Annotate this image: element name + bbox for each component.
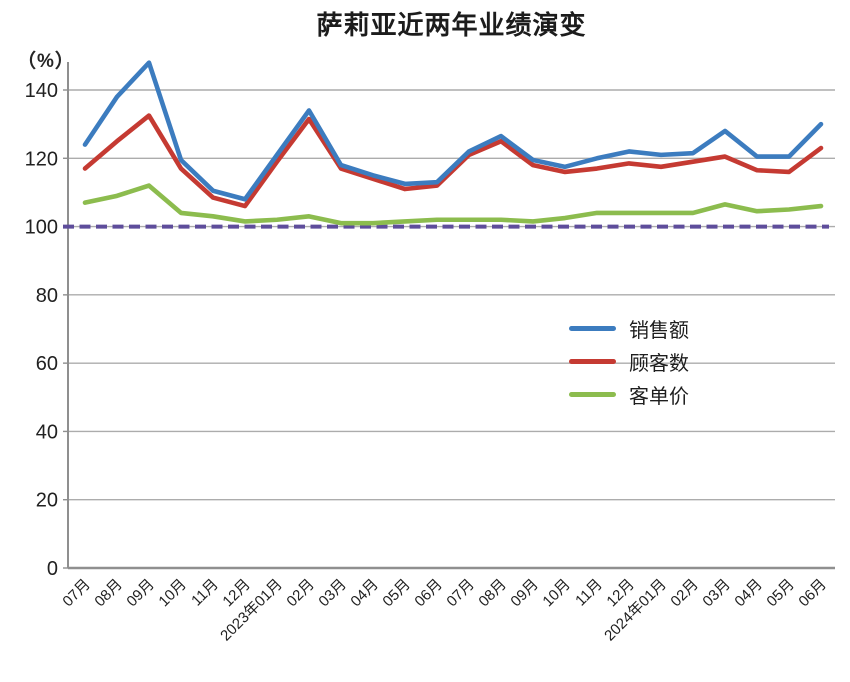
customers-line-swatch (569, 359, 616, 364)
y-tick-label: 20 (36, 490, 58, 512)
legend-label-avg-ticket: 客单价 (629, 386, 689, 408)
x-tick-label: 07月 (59, 576, 93, 610)
chart-title: 萨莉亚近两年业绩演变 (316, 10, 587, 40)
x-tick-label: 02月 (283, 576, 317, 610)
x-tick-label: 04月 (347, 576, 381, 610)
x-tick-label: 05月 (763, 576, 797, 610)
avg-ticket-line-swatch (569, 392, 616, 397)
x-tick-label: 07月 (443, 576, 477, 610)
y-tick-label: 140 (25, 80, 58, 102)
x-tick-label: 10月 (155, 576, 189, 610)
x-tick-label: 06月 (411, 576, 445, 610)
x-tick-label: 09月 (123, 576, 157, 610)
legend-item-sales: 销售额 (569, 312, 689, 345)
x-tick-label: 05月 (379, 576, 413, 610)
sales-line-swatch (569, 326, 616, 331)
customers-line (82, 113, 824, 209)
avg-ticket-line (82, 183, 824, 226)
x-tick-label: 08月 (475, 576, 509, 610)
x-tick-label: 02月 (667, 576, 701, 610)
legend-item-avg-ticket: 客单价 (569, 378, 689, 411)
sales-line (82, 60, 824, 202)
x-tick-label: 09月 (507, 576, 541, 610)
x-tick-label: 04月 (731, 576, 765, 610)
x-tick-label: 03月 (315, 576, 349, 610)
legend-item-customers: 顾客数 (569, 345, 689, 378)
legend-label-customers: 顾客数 (629, 353, 689, 375)
y-tick-label: 60 (36, 353, 58, 375)
y-axis-unit-label: （%） (17, 51, 75, 72)
y-tick-label: 100 (25, 217, 58, 239)
x-tick-label: 10月 (539, 576, 573, 610)
y-tick-label: 120 (25, 148, 58, 170)
y-tick-label: 40 (36, 421, 58, 443)
y-tick-label: 80 (36, 285, 58, 307)
x-tick-label: 11月 (572, 576, 606, 610)
x-tick-label: 11月 (188, 576, 222, 610)
chart-legend: 销售额 顾客数 客单价 (569, 312, 689, 411)
x-tick-label: 08月 (91, 576, 125, 610)
x-tick-label: 03月 (699, 576, 733, 610)
x-tick-label: 06月 (795, 576, 829, 610)
y-tick-label: 0 (47, 558, 58, 580)
legend-label-sales: 销售额 (629, 320, 689, 342)
